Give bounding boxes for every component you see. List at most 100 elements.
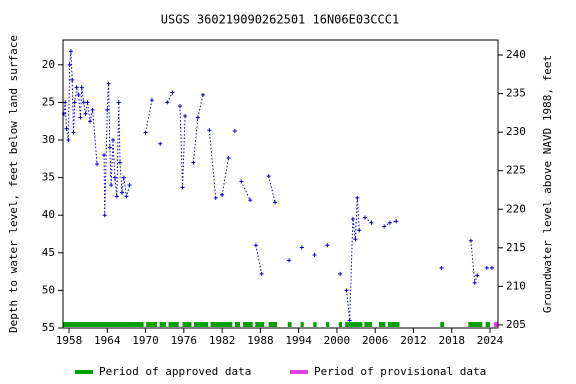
legend-label: Period of approved data [99,365,251,378]
period-bar [234,322,240,327]
data-point [338,271,343,276]
data-point [112,175,117,180]
data-line [166,92,173,103]
data-point [226,156,231,161]
data-point [353,237,358,242]
data-point [394,219,399,224]
data-line [192,94,204,163]
data-point [107,145,112,150]
data-point [357,228,362,233]
data-point [259,271,264,276]
data-point [253,243,258,248]
data-point [468,238,473,243]
data-point [114,194,119,199]
data-point [165,100,170,105]
data-point [213,195,218,200]
data-point [232,128,237,133]
data-point [207,128,212,133]
y2-tick-label: 240 [506,48,526,61]
x-tick-label: 2006 [362,334,389,347]
legend-label: Period of provisional data [314,365,486,378]
data-point [484,265,489,270]
plot-frame [62,39,499,329]
data-point [299,245,304,250]
x-tick-label: 1988 [247,334,274,347]
data-point [116,100,121,105]
data-point [273,200,278,205]
data-point [79,85,84,90]
data-point [248,198,253,203]
data-point [127,183,132,188]
x-tick-label: 1970 [132,334,159,347]
x-tick-label: 1964 [94,334,121,347]
data-point [387,220,392,225]
period-bar [345,322,363,327]
data-point [475,273,480,278]
x-tick-label: 1994 [285,334,312,347]
x-tick-label: 1976 [171,334,198,347]
data-point [78,115,83,120]
data-point [191,160,196,165]
data-point [109,183,114,188]
y-tick-label: 20 [42,58,55,71]
data-line [63,51,98,165]
y-tick-label: 30 [42,133,55,146]
data-point [325,243,330,248]
data-point [200,92,205,97]
x-tick-label: 1982 [209,334,236,347]
data-point [489,265,494,270]
data-point [347,318,352,323]
data-point [118,160,123,165]
data-point [81,100,86,105]
data-point [344,288,349,293]
data-point [158,141,163,146]
period-bar [182,322,192,327]
period-bar [255,322,265,327]
period-bar [379,322,386,327]
data-point [382,224,387,229]
data-point [124,194,129,199]
data-point [83,111,88,116]
data-point [149,98,154,103]
period-bar [338,322,343,327]
period-bar [300,322,304,327]
data-point [70,77,75,82]
data-point [119,190,124,195]
data-line [268,175,276,203]
y-tick-label: 45 [42,246,55,259]
data-point [220,192,225,197]
y2-axis-label: Groundwater level above NAVD 1988, feet [541,55,554,313]
period-bar [326,322,330,327]
y-axis-label: Depth to water level, feet below land su… [7,35,20,333]
data-point [350,216,355,221]
data-point [66,138,71,143]
data-line [345,197,360,321]
data-point [177,104,182,109]
data-point [312,253,317,258]
data-point [170,90,175,95]
data-point [74,85,79,90]
y-tick-label: 40 [42,208,55,221]
data-point [195,115,200,120]
y2-tick-label: 230 [506,125,526,138]
data-line [470,240,478,284]
x-tick-label: 2018 [439,334,466,347]
data-point [266,174,271,179]
data-point [72,100,77,105]
data-point [121,175,126,180]
data-line [383,220,397,227]
data-point [439,265,444,270]
data-point [102,213,107,218]
period-bar [268,322,277,327]
data-point [68,49,73,54]
chart-title: USGS 360219090262501 16N06E03CCC1 [161,13,399,27]
data-point [63,100,68,105]
data-line [208,130,217,198]
y2-tick-label: 220 [506,202,526,215]
data-line [364,217,372,224]
period-bar [63,322,144,327]
x-tick-label: 2000 [324,334,351,347]
period-bar [287,322,292,327]
data-point [102,153,107,158]
